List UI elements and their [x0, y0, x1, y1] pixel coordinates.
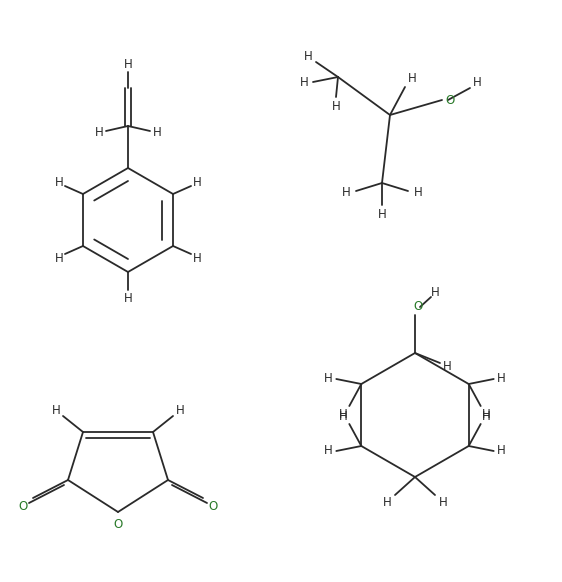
Text: H: H — [407, 73, 416, 86]
Text: H: H — [175, 403, 184, 417]
Text: H: H — [332, 101, 341, 113]
Text: H: H — [339, 410, 348, 423]
Text: H: H — [94, 126, 103, 140]
Text: H: H — [324, 372, 333, 385]
Text: H: H — [55, 176, 64, 189]
Text: H: H — [300, 76, 309, 88]
Text: H: H — [342, 186, 350, 200]
Text: H: H — [438, 496, 447, 509]
Text: H: H — [482, 410, 491, 423]
Text: H: H — [193, 176, 201, 189]
Text: H: H — [443, 360, 451, 372]
Text: H: H — [52, 403, 60, 417]
Text: H: H — [324, 445, 333, 457]
Text: H: H — [378, 208, 387, 222]
Text: O: O — [19, 499, 28, 513]
Text: O: O — [114, 519, 123, 531]
Text: H: H — [414, 186, 423, 200]
Text: H: H — [153, 126, 161, 140]
Text: H: H — [55, 251, 64, 264]
Text: H: H — [339, 407, 348, 421]
Text: H: H — [303, 51, 312, 63]
Text: H: H — [383, 496, 391, 509]
Text: H: H — [497, 445, 506, 457]
Text: H: H — [430, 286, 439, 300]
Text: H: H — [497, 372, 506, 385]
Text: H: H — [124, 59, 133, 72]
Text: H: H — [193, 251, 201, 264]
Text: H: H — [482, 407, 491, 421]
Text: O: O — [209, 499, 217, 513]
Text: H: H — [473, 76, 482, 90]
Text: O: O — [445, 94, 455, 107]
Text: H: H — [124, 292, 133, 304]
Text: O: O — [414, 300, 423, 313]
